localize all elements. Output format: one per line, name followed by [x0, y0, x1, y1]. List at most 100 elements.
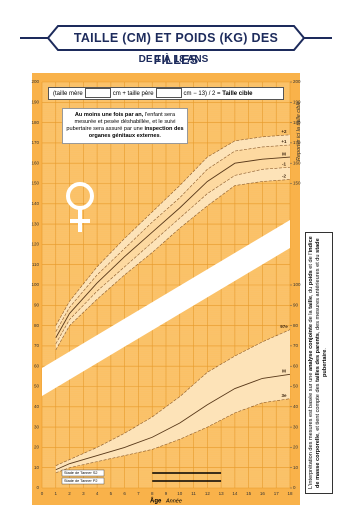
y2-tick-label: 160: [293, 160, 301, 165]
side-text: poids: [308, 270, 314, 286]
y2-tick-label: 150: [293, 181, 301, 186]
tanner-label-box: [61, 477, 105, 485]
tanner-label: Stade de Tanner P2: [64, 479, 98, 483]
side-note: L'interprétation des mesures est basée s…: [305, 232, 333, 494]
side-text: taille: [308, 296, 314, 310]
percentile-curve: [55, 329, 291, 466]
x-tick-label: 2: [68, 491, 71, 496]
note-text: Au moins une fois par an,: [74, 112, 144, 118]
subtitle: DE 1 À 18 ANS: [138, 54, 209, 65]
y-tick-label: 0: [36, 485, 39, 490]
y-tick-label: 40: [34, 404, 40, 409]
x-tick-label: 13: [219, 491, 225, 496]
x-tick-label: 11: [191, 491, 196, 496]
y2-tick-label: 180: [293, 120, 301, 125]
curve-label: +1: [281, 139, 287, 144]
x-tick-label: 6: [123, 491, 126, 496]
y-tick-label: 100: [31, 282, 39, 287]
y-tick-label: 130: [31, 221, 39, 226]
separator-band: [42, 220, 290, 396]
x-axis-sublabel: Année: [165, 498, 182, 504]
x-tick-label: 8: [151, 491, 154, 496]
x-tick-label: 17: [274, 491, 280, 496]
curve-label: +2: [281, 129, 287, 134]
y-tick-label: 180: [31, 120, 39, 125]
x-tick-label: 4: [96, 491, 99, 496]
y-tick-label: 200: [31, 79, 39, 84]
target-height-box: (taille mère cm + taille père cm − 13) / 2…: [48, 87, 284, 100]
axis-layer: 0102030405060708090100110120130140150160…: [31, 79, 301, 496]
side-text: analyse conjointe: [308, 324, 314, 372]
input-blank: [155, 88, 182, 99]
side-text: , des mesures antérieures et du: [315, 252, 321, 333]
percentile-band: [55, 329, 291, 473]
curve-label: M: [282, 151, 286, 156]
side-text: tailles des parents: [315, 333, 321, 382]
percentile-curve: [55, 166, 291, 345]
target-text: Taille cible: [222, 91, 253, 97]
curve-label: -2: [282, 174, 286, 179]
y2-tick-label: 90: [293, 302, 299, 307]
x-tick-label: 16: [260, 491, 266, 496]
x-tick-label: 12: [205, 491, 211, 496]
x-tick-label: 1: [55, 491, 58, 496]
curve-label: 97e: [280, 324, 288, 329]
y2-tick-label: 50: [293, 384, 299, 389]
x-tick-label: 0: [41, 491, 44, 496]
side-text: , du: [308, 285, 314, 297]
x-tick-label: 18: [287, 491, 293, 496]
x-tick-label: 15: [246, 491, 252, 496]
y2-tick-label: 70: [293, 343, 299, 348]
target-text: cm + taille père: [112, 91, 154, 97]
y2-tick-label: 20: [293, 445, 299, 450]
y-tick-label: 140: [31, 201, 39, 206]
target-text: cm − 13) / 2 =: [183, 91, 221, 97]
y-tick-label: 50: [34, 384, 40, 389]
y-tick-label: 110: [32, 262, 40, 267]
x-tick-label: 10: [177, 491, 183, 496]
percentile-curve: [55, 373, 291, 471]
percentile-curve: [55, 179, 291, 351]
note: Au moins une fois par an, l'enfant sera …: [62, 108, 188, 144]
y-tick-label: 150: [31, 181, 39, 186]
side-text: , et tient compte des: [315, 381, 321, 434]
y2-tick-label: 40: [293, 404, 299, 409]
y2-tick-label: 0: [293, 485, 296, 490]
x-tick-label: 5: [110, 491, 113, 496]
percentile-curve: [55, 134, 291, 326]
y-tick-label: 10: [34, 465, 40, 470]
y-tick-label: 30: [34, 424, 40, 429]
y2-tick-label: 200: [293, 79, 301, 84]
y2-tick-label: 170: [293, 140, 301, 145]
curve-label: -1: [282, 161, 286, 166]
percentile-curve: [55, 144, 291, 332]
y-tick-label: 190: [31, 99, 39, 104]
reporter-label: Reporter ici la taille cible: [296, 101, 302, 161]
input-blank: [84, 88, 111, 99]
x-tick-label: 3: [82, 491, 85, 496]
side-text: .: [322, 348, 328, 351]
y2-tick-label: 60: [293, 363, 299, 368]
x-tick-label: 7: [137, 491, 140, 496]
y-tick-label: 170: [31, 140, 39, 145]
percentile-band: [55, 144, 291, 344]
curve-label: M: [282, 369, 286, 374]
y-tick-label: 120: [31, 242, 39, 247]
x-tick-label: 9: [165, 491, 168, 496]
tanner-label-box: [61, 469, 105, 477]
note-text: .: [159, 133, 162, 139]
percentile-curve: [55, 156, 291, 339]
side-text: et de l': [308, 252, 314, 271]
y2-tick-label: 100: [293, 282, 301, 287]
band-layer: [55, 134, 291, 473]
y2-tick-label: 190: [293, 99, 301, 104]
y2-tick-label: 80: [293, 323, 299, 328]
y2-tick-label: 10: [293, 465, 299, 470]
y-tick-label: 20: [34, 445, 40, 450]
y2-tick-label: 30: [293, 424, 299, 429]
curve-label: 3e: [281, 393, 287, 398]
note-text: inspection des organes génitaux externes: [88, 126, 184, 139]
